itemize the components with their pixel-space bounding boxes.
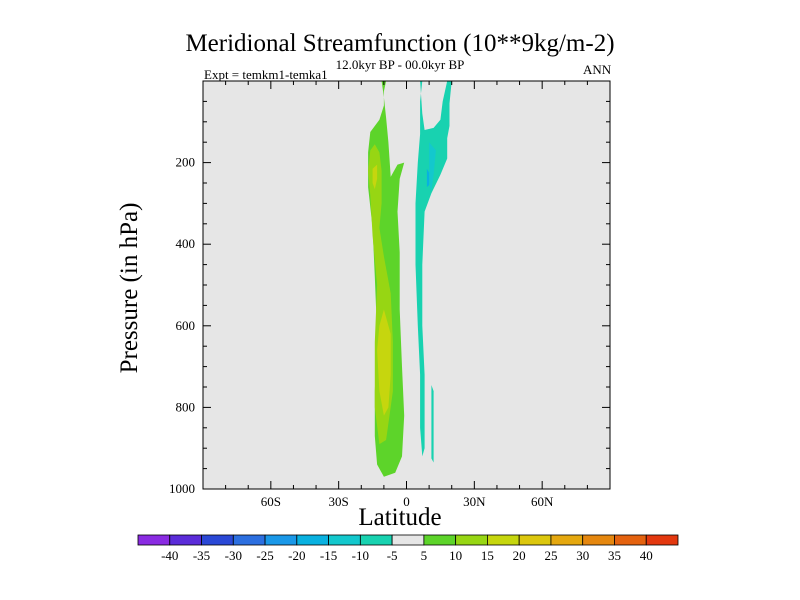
colorbar-box-13: [550, 534, 584, 546]
y-tick-label: 1000: [169, 481, 195, 496]
colorbar-label-11: 20: [513, 548, 526, 563]
colorbar-box-2: [201, 534, 234, 546]
contour-region-4: [415, 81, 452, 457]
colorbar-box-11: [487, 534, 520, 546]
colorbar-label-7: -5: [387, 548, 398, 563]
contour-region-3: [372, 164, 378, 190]
x-tick-label: 60S: [261, 494, 281, 509]
colorbar-box-5: [296, 534, 329, 546]
colorbar-box-15: [614, 534, 647, 546]
colorbar-box-12: [518, 534, 552, 546]
colorbar-label-15: 40: [640, 548, 653, 563]
experiment-label: Expt = temkm1-temka1: [204, 67, 328, 82]
colorbar-label-12: 25: [544, 548, 557, 563]
colorbar-label-14: 35: [608, 548, 621, 563]
colorbar-label-1: -35: [193, 548, 210, 563]
x-tick-label: 60N: [531, 494, 554, 509]
x-axis-label: Latitude: [358, 504, 442, 531]
contour-region-7: [426, 168, 430, 188]
colorbar-box-0: [137, 534, 171, 546]
contour-region-2: [377, 309, 391, 416]
y-tick-label: 400: [176, 236, 196, 251]
y-tick-label: 600: [176, 318, 196, 333]
period-label: ANN: [583, 62, 612, 77]
colorbar-box-3: [232, 534, 266, 546]
x-tick-label: 30S: [329, 494, 349, 509]
colorbar-label-5: -15: [320, 548, 337, 563]
colorbar-label-3: -25: [256, 548, 273, 563]
colorbar-label-10: 15: [481, 548, 494, 563]
plot-background: [203, 81, 610, 489]
colorbar-box-10: [455, 534, 488, 546]
colorbar-label-0: -40: [161, 548, 178, 563]
colorbar-box-7: [359, 534, 393, 546]
chart-title: Meridional Streamfunction (10**9kg/m-2): [185, 30, 615, 57]
colorbar-label-4: -20: [288, 548, 305, 563]
colorbar-box-14: [582, 534, 615, 546]
colorbar-box-1: [169, 534, 202, 546]
x-tick-label: 30N: [463, 494, 486, 509]
colorbar-box-4: [264, 534, 298, 546]
colorbar-label-9: 10: [449, 548, 462, 563]
colorbar-label-13: 30: [576, 548, 589, 563]
chart-subtitle: 12.0kyr BP - 00.0kyr BP: [335, 57, 465, 72]
colorbar-box-6: [328, 534, 361, 546]
contour-region-5: [431, 385, 434, 463]
colorbar-label-6: -10: [352, 548, 369, 563]
colorbar-box-9: [423, 534, 457, 546]
x-tick-label: 0: [403, 494, 410, 509]
y-tick-label: 800: [176, 399, 196, 414]
contour-region-6: [429, 142, 436, 192]
colorbar-label-2: -30: [225, 548, 242, 563]
colorbar-box-16: [645, 534, 679, 546]
y-tick-label: 200: [176, 155, 196, 170]
colorbar-box-8: [391, 534, 425, 546]
colorbar-label-8: 5: [421, 548, 428, 563]
